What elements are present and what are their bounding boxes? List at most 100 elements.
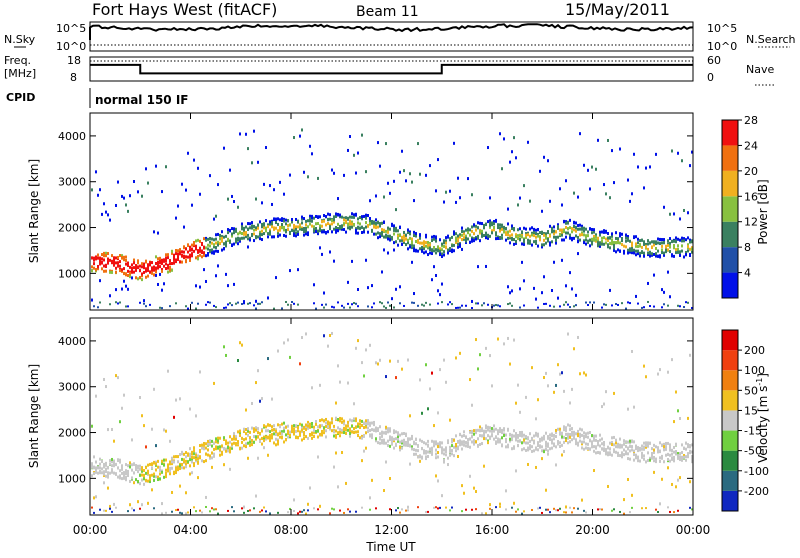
velocity-cell xyxy=(487,428,489,432)
velocity-cell xyxy=(365,419,367,423)
velocity-cell xyxy=(545,447,547,451)
power-cell xyxy=(557,223,559,227)
velocity-cell xyxy=(485,426,487,430)
power-cell xyxy=(593,301,595,304)
power-cell xyxy=(481,304,483,307)
power-cell xyxy=(663,251,665,255)
power-cell xyxy=(523,242,525,246)
power-cell xyxy=(537,228,539,232)
power-cell xyxy=(373,232,375,236)
power-cell xyxy=(461,247,463,251)
power-cell xyxy=(349,227,351,231)
power-cell xyxy=(443,239,445,243)
power-cell xyxy=(169,262,171,266)
power-ylabel: Slant Range [km] xyxy=(27,159,41,263)
velocity-cell xyxy=(321,429,323,433)
power-cell xyxy=(513,136,515,140)
power-cell xyxy=(579,223,581,227)
power-cell xyxy=(243,232,245,236)
power-cell xyxy=(583,229,585,233)
power-cell xyxy=(285,222,287,226)
velocity-cell xyxy=(517,383,519,387)
velocity-cell xyxy=(579,439,581,443)
velocity-cell xyxy=(239,447,241,451)
velocity-cell xyxy=(443,358,445,362)
power-cell xyxy=(573,236,575,240)
power-cell xyxy=(289,269,291,273)
velocity-cell xyxy=(601,442,603,446)
velocity-cell xyxy=(163,463,165,467)
velocity-cell xyxy=(153,478,155,482)
power-cell xyxy=(213,304,215,307)
velocity-cell xyxy=(287,431,289,435)
power-cell xyxy=(587,168,589,172)
velocity-cell xyxy=(389,429,391,433)
power-cell xyxy=(577,223,579,227)
power-cell xyxy=(205,246,207,250)
velocity-ytick-label-1: 2000 xyxy=(58,427,86,440)
velocity-cell xyxy=(175,466,177,470)
velocity-cell xyxy=(195,457,197,461)
power-cell xyxy=(589,227,591,231)
velocity-data xyxy=(91,331,693,515)
velocity-cell xyxy=(505,438,507,442)
velocity-cell xyxy=(487,425,489,429)
velocity-cell xyxy=(233,436,235,440)
velocity-cell xyxy=(179,397,181,401)
power-cell xyxy=(605,230,607,234)
velocity-cell xyxy=(131,468,133,472)
power-cell xyxy=(553,229,555,233)
velocity-cell xyxy=(581,428,583,432)
velocity-cell xyxy=(665,442,667,446)
power-colorbar-swatch-2 xyxy=(722,221,738,248)
velocity-cell xyxy=(683,455,685,459)
power-cell xyxy=(93,256,95,260)
velocity-cell xyxy=(331,417,333,421)
power-cell xyxy=(383,248,385,252)
velocity-cell xyxy=(335,435,337,439)
velocity-cell xyxy=(145,478,147,482)
power-cell xyxy=(367,305,369,308)
power-cell xyxy=(547,238,549,242)
power-cell xyxy=(681,244,683,248)
power-cell xyxy=(323,306,325,309)
power-cell xyxy=(287,224,289,228)
power-cell xyxy=(343,173,345,177)
velocity-cell xyxy=(285,433,287,437)
power-cell xyxy=(95,170,97,174)
velocity-cell xyxy=(171,490,173,494)
velocity-cell xyxy=(473,442,475,446)
velocity-cell xyxy=(553,437,555,441)
power-cell xyxy=(543,233,545,237)
velocity-cell xyxy=(311,425,313,429)
velocity-cell xyxy=(499,427,501,431)
power-cell xyxy=(511,227,513,231)
power-cell xyxy=(101,260,103,264)
velocity-cell xyxy=(119,474,121,478)
velocity-cell xyxy=(611,436,613,440)
power-cell xyxy=(585,242,587,246)
power-cell xyxy=(471,193,473,197)
velocity-cell xyxy=(301,438,303,442)
power-cell xyxy=(217,183,219,187)
power-cell xyxy=(401,238,403,242)
velocity-cell xyxy=(687,416,689,420)
velocity-cell xyxy=(353,427,355,431)
velocity-cell xyxy=(265,435,267,439)
velocity-cell xyxy=(445,453,447,457)
power-cell xyxy=(685,253,687,257)
power-cell xyxy=(537,234,539,238)
velocity-cell xyxy=(463,440,465,444)
velocity-cell xyxy=(403,441,405,445)
velocity-cell xyxy=(583,447,585,451)
velocity-cell xyxy=(455,356,457,360)
velocity-cell xyxy=(153,461,155,465)
power-cell xyxy=(317,222,319,226)
power-cell xyxy=(343,216,345,220)
velocity-cell xyxy=(577,429,579,433)
power-cell xyxy=(195,284,197,288)
power-cell xyxy=(207,301,209,304)
power-cell xyxy=(345,216,347,220)
velocity-cell xyxy=(563,435,565,439)
power-cell xyxy=(249,222,251,226)
